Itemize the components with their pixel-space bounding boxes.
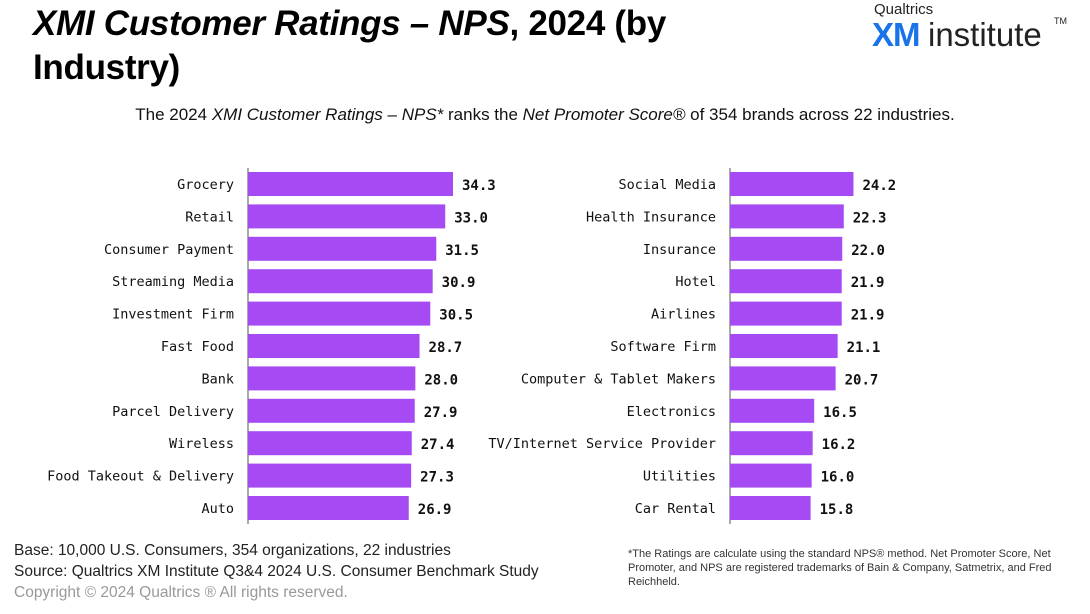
bar-computer-tablet-makers	[730, 366, 836, 391]
category-label: Streaming Media	[112, 274, 234, 290]
logo-institute-text: institute	[928, 16, 1042, 53]
bar-food-takeout-delivery	[248, 463, 412, 488]
bar-parcel-delivery	[248, 398, 415, 423]
data-label: 22.0	[851, 243, 885, 259]
bar-insurance	[730, 236, 843, 261]
data-label: 16.0	[821, 470, 855, 486]
category-label: Retail	[185, 209, 234, 225]
footer-source: Source: Qualtrics XM Institute Q3&4 2024…	[14, 563, 539, 580]
footer-base: Base: 10,000 U.S. Consumers, 354 organiz…	[14, 542, 451, 559]
category-label: Food Takeout & Delivery	[47, 469, 234, 485]
data-label: 27.3	[420, 470, 454, 486]
bar-investment-firm	[248, 301, 431, 326]
page-title: XMI Customer Ratings – NPS, 2024 (by Ind…	[33, 2, 753, 90]
data-label: 21.9	[851, 308, 885, 324]
bar-consumer-payment	[248, 236, 437, 261]
category-label: Auto	[201, 501, 234, 517]
subtitle-part3: of 354 brands across 22 industries.	[685, 105, 955, 124]
bar-health-insurance	[730, 204, 844, 229]
category-label: Computer & Tablet Makers	[521, 371, 716, 387]
data-label: 24.2	[862, 178, 896, 194]
bar-airlines	[730, 301, 842, 326]
bar-grocery	[248, 172, 453, 196]
data-label: 21.9	[851, 275, 885, 291]
subtitle-italic2: Net Promoter Score®	[522, 105, 686, 124]
category-label: TV/Internet Service Provider	[488, 436, 716, 452]
logo-trademark: TM	[1054, 16, 1067, 26]
category-label: Parcel Delivery	[112, 404, 234, 420]
subtitle-part2: ranks the	[443, 105, 523, 124]
category-label: Wireless	[169, 436, 234, 452]
category-label: Car Rental	[635, 501, 716, 517]
footer-source-block: Base: 10,000 U.S. Consumers, 354 organiz…	[14, 540, 539, 603]
data-label: 21.1	[847, 340, 881, 356]
data-label: 27.4	[421, 437, 455, 453]
qualtrics-xm-institute-logo: Qualtrics XM institute TM	[872, 0, 1072, 60]
bar-utilities	[730, 463, 812, 488]
bar-fast-food	[248, 334, 420, 358]
title-italic: XMI Customer Ratings – NPS	[33, 4, 510, 43]
category-label: Bank	[201, 371, 234, 387]
category-label: Electronics	[627, 404, 716, 420]
data-label: 28.7	[429, 340, 463, 356]
data-label: 27.9	[424, 405, 458, 421]
title-rest: , 2024 (by Industry)	[33, 4, 667, 87]
data-label: 16.2	[822, 437, 856, 453]
chart-panel-2: Social Media 24.2 Health Insurance 22.3 Insu…	[488, 168, 896, 524]
category-label: Airlines	[651, 307, 716, 323]
category-label: Investment Firm	[112, 307, 234, 323]
category-label: Grocery	[177, 177, 234, 193]
category-label: Fast Food	[161, 339, 234, 355]
category-label: Social Media	[618, 177, 716, 193]
bar-tv-internet-service-provider	[730, 431, 813, 456]
data-label: 33.0	[454, 210, 488, 226]
bar-hotel	[730, 269, 842, 294]
data-label: 28.0	[424, 372, 458, 388]
data-label: 26.9	[418, 502, 452, 518]
data-label: 30.5	[439, 308, 473, 324]
logo-qualtrics-text: Qualtrics	[874, 1, 934, 18]
data-label: 22.3	[853, 210, 887, 226]
data-label: 34.3	[462, 178, 496, 194]
logo-xm-text: XM	[872, 16, 920, 53]
bar-car-rental	[730, 496, 811, 520]
chart-panel-1: Grocery 34.3 Retail 33.0 Consumer Payment 31.…	[47, 168, 496, 524]
category-label: Software Firm	[610, 339, 716, 355]
bar-social-media	[730, 172, 854, 196]
data-label: 20.7	[845, 372, 879, 388]
category-label: Health Insurance	[586, 209, 716, 225]
category-label: Consumer Payment	[104, 242, 234, 258]
data-label: 15.8	[820, 502, 854, 518]
subtitle-italic1: XMI Customer Ratings – NPS*	[211, 105, 444, 124]
category-label: Hotel	[675, 274, 716, 290]
chart-subtitle: The 2024 XMI Customer Ratings – NPS* ran…	[0, 105, 1090, 125]
footer-copyright: Copyright © 2024 Qualtrics ® All rights …	[14, 584, 348, 601]
bar-auto	[248, 496, 409, 520]
bar-software-firm	[730, 334, 838, 358]
nps-bar-charts: Grocery 34.3 Retail 33.0 Consumer Payment 31.…	[47, 168, 896, 524]
category-label: Utilities	[643, 469, 716, 485]
data-label: 30.9	[442, 275, 476, 291]
bar-bank	[248, 366, 416, 391]
bar-electronics	[730, 398, 815, 423]
data-label: 16.5	[823, 405, 857, 421]
bar-wireless	[248, 431, 412, 456]
bar-streaming-media	[248, 269, 433, 294]
data-label: 31.5	[445, 243, 479, 259]
bar-retail	[248, 204, 446, 229]
subtitle-part1: The 2024	[135, 105, 212, 124]
footer-note: *The Ratings are calculate using the sta…	[628, 548, 1052, 588]
category-label: Insurance	[643, 242, 716, 258]
